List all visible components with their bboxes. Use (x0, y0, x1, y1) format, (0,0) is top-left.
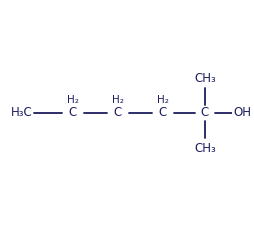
Text: OH: OH (232, 106, 250, 119)
Text: C: C (200, 106, 208, 119)
Text: H₂: H₂ (156, 95, 168, 105)
Text: H₂: H₂ (112, 95, 123, 105)
Text: C: C (69, 106, 77, 119)
Text: CH₃: CH₃ (193, 72, 215, 84)
Text: CH₃: CH₃ (193, 141, 215, 155)
Text: H₃C: H₃C (11, 106, 33, 119)
Text: C: C (114, 106, 122, 119)
Text: C: C (158, 106, 166, 119)
Text: H₂: H₂ (67, 95, 79, 105)
